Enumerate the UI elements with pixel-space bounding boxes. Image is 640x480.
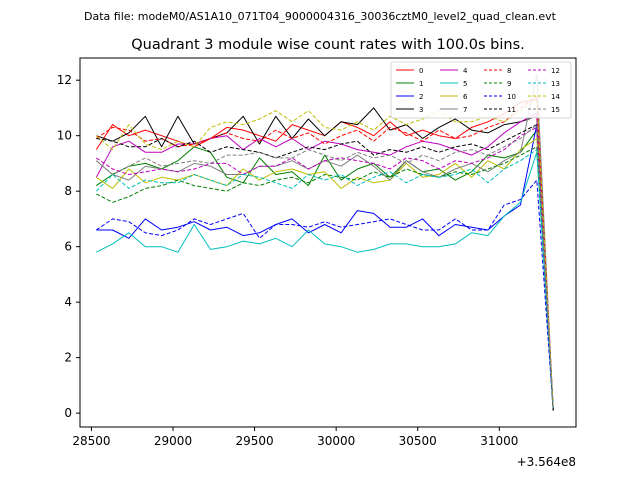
series-line-3 bbox=[96, 107, 554, 411]
series-line-13 bbox=[95, 149, 554, 408]
series-line-4 bbox=[95, 113, 554, 408]
axes-frame bbox=[79, 57, 577, 428]
legend-label: 14 bbox=[551, 93, 560, 101]
y-tick-label: 2 bbox=[64, 351, 72, 365]
legend-label: 6 bbox=[463, 93, 468, 101]
y-tick-label: 12 bbox=[57, 73, 72, 87]
legend-label: 15 bbox=[551, 106, 560, 114]
plot-area bbox=[95, 74, 554, 411]
x-tick-label: 30500 bbox=[399, 434, 437, 448]
legend-label: 11 bbox=[507, 106, 516, 114]
series-line-2 bbox=[96, 124, 554, 408]
chart-title: Quadrant 3 module wise count rates with … bbox=[131, 37, 525, 53]
legend-label: 0 bbox=[419, 67, 423, 75]
x-tick-label: 29000 bbox=[154, 434, 192, 448]
y-tick-label: 6 bbox=[64, 240, 72, 254]
legend-label: 3 bbox=[419, 106, 423, 114]
x-tick-label: 28500 bbox=[72, 434, 110, 448]
legend-label: 8 bbox=[507, 67, 511, 75]
x-tick-label: 29500 bbox=[235, 434, 273, 448]
series-line-9 bbox=[96, 146, 554, 411]
datafile-label: Data file: modeM0/AS1A10_071T04_90000043… bbox=[84, 10, 557, 23]
series-line-7 bbox=[95, 74, 554, 411]
legend-label: 7 bbox=[463, 106, 467, 114]
legend-label: 12 bbox=[551, 67, 560, 75]
y-tick-label: 4 bbox=[64, 295, 72, 309]
y-tick-label: 8 bbox=[64, 184, 72, 198]
legend-label: 5 bbox=[463, 80, 467, 88]
legend-label: 4 bbox=[463, 67, 468, 75]
series-line-14 bbox=[95, 99, 554, 408]
series-line-8 bbox=[96, 96, 554, 411]
series-line-12 bbox=[96, 126, 554, 408]
x-offset-label: +3.564e8 bbox=[517, 455, 576, 469]
legend-label: 2 bbox=[419, 93, 423, 101]
series-line-15 bbox=[95, 124, 554, 408]
legend-label: 13 bbox=[551, 80, 560, 88]
series-line-5 bbox=[96, 151, 554, 411]
x-tick-label: 31000 bbox=[480, 434, 518, 448]
series-line-0 bbox=[95, 99, 554, 411]
legend-label: 9 bbox=[507, 80, 511, 88]
legend-label: 1 bbox=[419, 80, 423, 88]
series-line-6 bbox=[96, 138, 554, 408]
x-tick-label: 30000 bbox=[317, 434, 355, 448]
legend-label: 10 bbox=[507, 93, 516, 101]
y-tick-label: 10 bbox=[57, 129, 72, 143]
y-tick-label: 0 bbox=[64, 406, 72, 420]
series-line-11 bbox=[96, 124, 554, 411]
legend-box bbox=[390, 61, 572, 119]
series-line-10 bbox=[96, 179, 554, 411]
